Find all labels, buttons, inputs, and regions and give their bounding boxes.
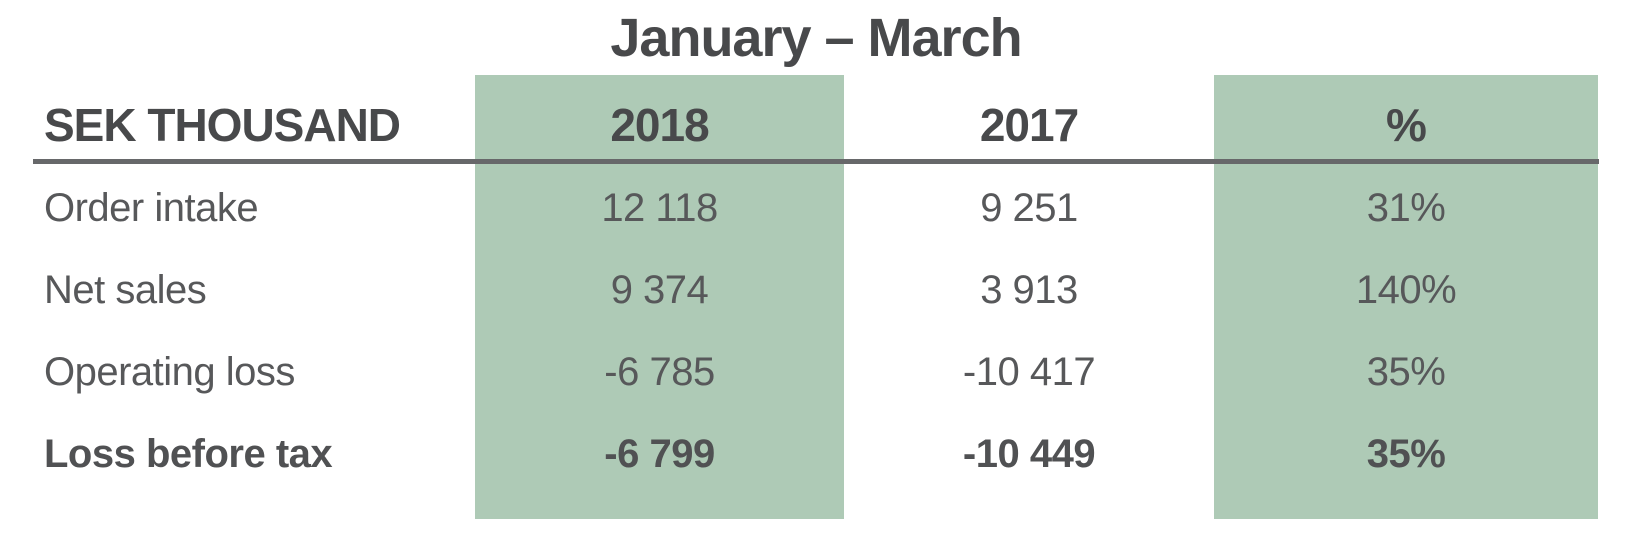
value-2017: -10 449 bbox=[962, 432, 1096, 476]
column-header-2017: 2017 bbox=[979, 99, 1079, 151]
table-title: January – March bbox=[610, 8, 1022, 68]
value-2017: 3 913 bbox=[980, 268, 1078, 312]
row-label: Net sales bbox=[44, 268, 207, 312]
value-2018: -6 785 bbox=[604, 350, 715, 394]
highlight-column-percent bbox=[1214, 75, 1598, 519]
row-label: Operating loss bbox=[44, 350, 295, 394]
highlight-column-2018 bbox=[475, 75, 844, 519]
value-percent: 31% bbox=[1366, 186, 1446, 230]
value-2017: 9 251 bbox=[980, 186, 1078, 230]
value-percent: 35% bbox=[1366, 432, 1446, 476]
column-header-2018: 2018 bbox=[610, 99, 709, 151]
value-2017: -10 417 bbox=[962, 350, 1096, 394]
column-header-unit: SEK THOUSAND bbox=[44, 99, 401, 151]
row-label: Order intake bbox=[44, 186, 259, 230]
value-2018: 12 118 bbox=[601, 186, 718, 230]
column-header-percent: % bbox=[1386, 99, 1427, 151]
value-percent: 35% bbox=[1366, 350, 1446, 394]
header-divider-line bbox=[33, 159, 1599, 164]
value-2018: 9 374 bbox=[610, 268, 709, 312]
value-percent: 140% bbox=[1355, 268, 1457, 312]
row-label: Loss before tax bbox=[44, 432, 333, 476]
value-2018: -6 799 bbox=[604, 432, 715, 476]
